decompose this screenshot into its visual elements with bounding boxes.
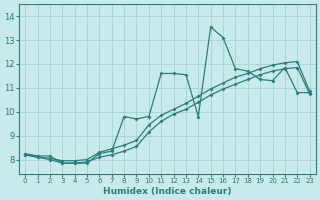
X-axis label: Humidex (Indice chaleur): Humidex (Indice chaleur) — [103, 187, 232, 196]
